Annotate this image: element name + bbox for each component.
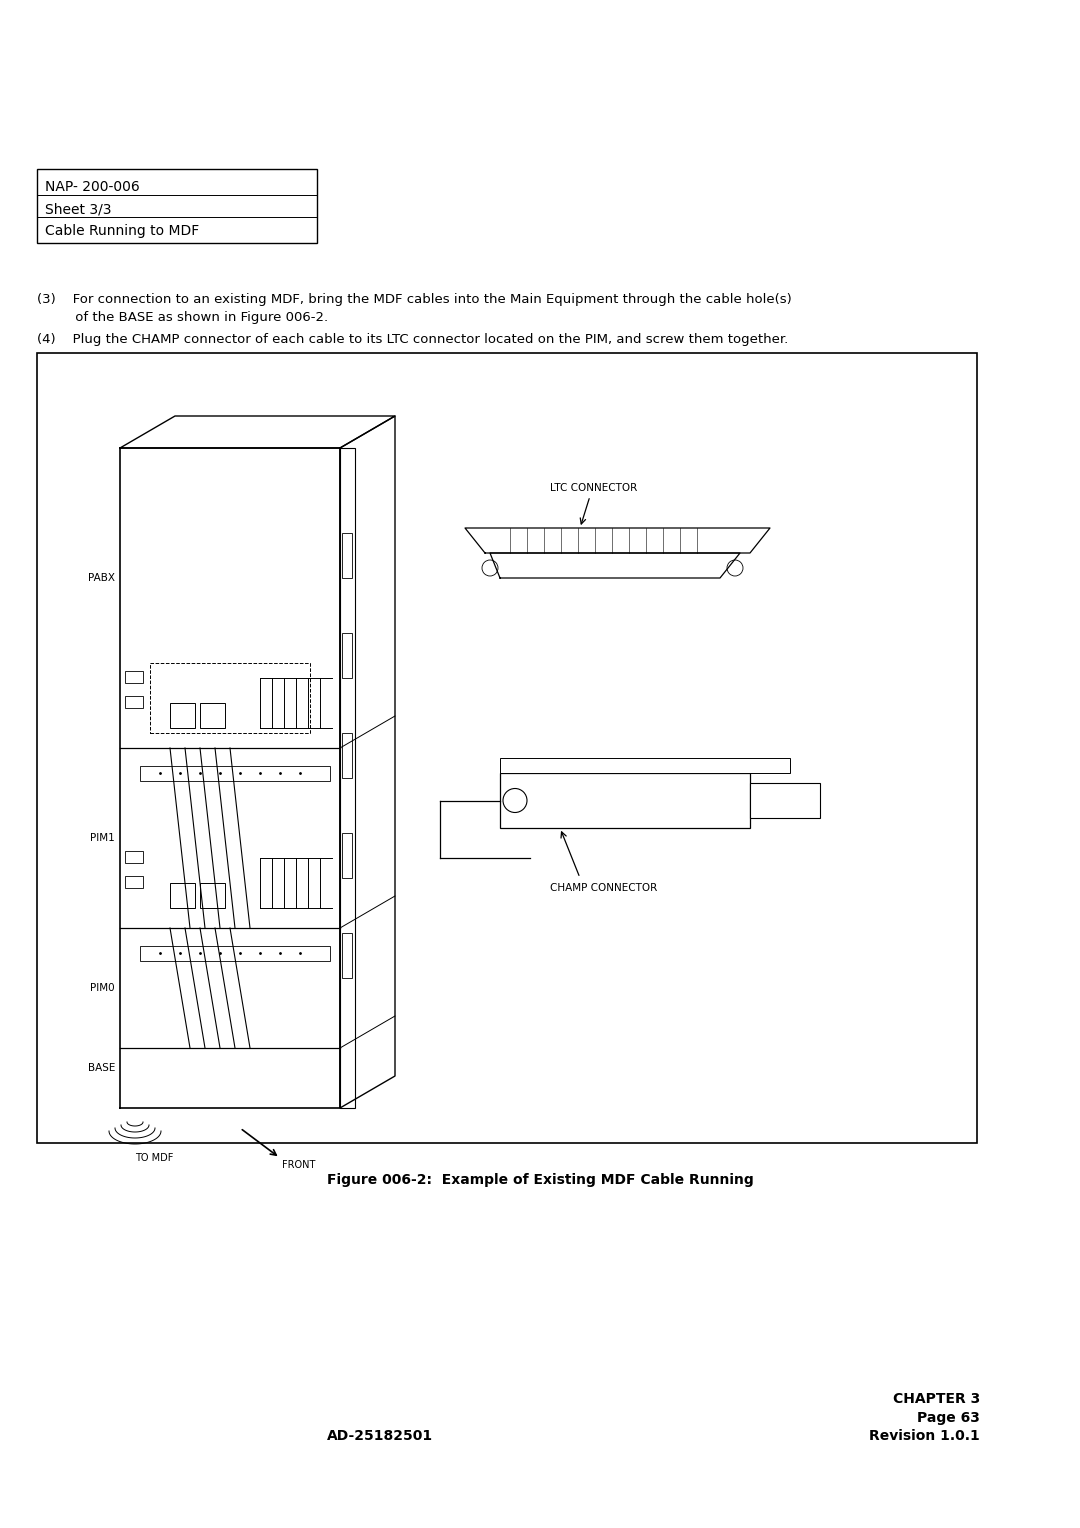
Text: Cable Running to MDF: Cable Running to MDF bbox=[45, 225, 199, 238]
Text: CHAMP CONNECTOR: CHAMP CONNECTOR bbox=[550, 883, 658, 892]
Bar bbox=[37, 170, 318, 243]
Text: Figure 006-2:  Example of Existing MDF Cable Running: Figure 006-2: Example of Existing MDF Ca… bbox=[326, 1174, 754, 1187]
Bar bbox=[170, 883, 195, 908]
Bar bbox=[750, 782, 820, 817]
Bar bbox=[340, 448, 355, 1108]
Bar bbox=[150, 663, 310, 733]
Text: Sheet 3/3: Sheet 3/3 bbox=[45, 202, 111, 217]
Bar bbox=[140, 946, 330, 961]
Text: PABX: PABX bbox=[87, 573, 114, 584]
Bar bbox=[125, 876, 143, 888]
Text: CHAPTER 3
Page 63
Revision 1.0.1: CHAPTER 3 Page 63 Revision 1.0.1 bbox=[869, 1392, 980, 1442]
Text: AD-25182501: AD-25182501 bbox=[327, 1429, 433, 1442]
Bar bbox=[342, 633, 352, 678]
Text: FRONT: FRONT bbox=[282, 1160, 315, 1170]
Bar bbox=[500, 773, 750, 828]
Bar bbox=[125, 851, 143, 863]
Bar bbox=[200, 883, 225, 908]
Bar bbox=[37, 353, 977, 1143]
Text: PIM0: PIM0 bbox=[91, 983, 114, 993]
Text: TO MDF: TO MDF bbox=[135, 1154, 174, 1163]
Text: PIM1: PIM1 bbox=[91, 833, 114, 843]
Bar bbox=[140, 766, 330, 781]
Bar bbox=[170, 703, 195, 727]
Bar bbox=[125, 671, 143, 683]
Text: NAP- 200-006: NAP- 200-006 bbox=[45, 180, 139, 194]
Text: BASE: BASE bbox=[87, 1063, 114, 1073]
Bar bbox=[342, 533, 352, 578]
Text: LTC CONNECTOR: LTC CONNECTOR bbox=[550, 483, 637, 494]
Text: (3)    For connection to an existing MDF, bring the MDF cables into the Main Equ: (3) For connection to an existing MDF, b… bbox=[37, 293, 792, 324]
Bar bbox=[200, 703, 225, 727]
Bar bbox=[125, 695, 143, 707]
Bar bbox=[342, 934, 352, 978]
Bar bbox=[342, 733, 352, 778]
Bar bbox=[500, 758, 789, 773]
Text: (4)    Plug the CHAMP connector of each cable to its LTC connector located on th: (4) Plug the CHAMP connector of each cab… bbox=[37, 333, 788, 345]
Bar bbox=[342, 833, 352, 879]
